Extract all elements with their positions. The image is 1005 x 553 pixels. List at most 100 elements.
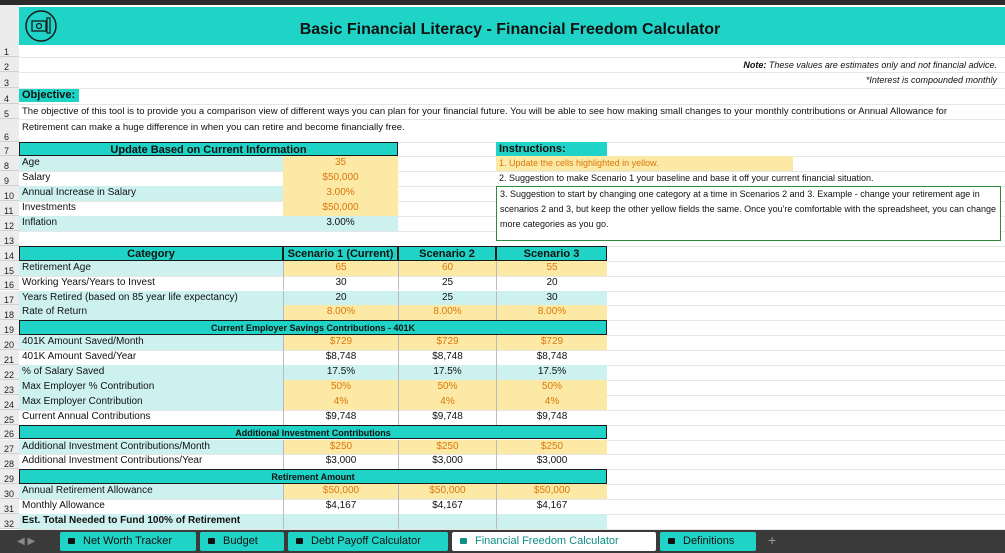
info-label: Age <box>19 156 283 172</box>
column-header: Scenario 3 <box>496 245 607 261</box>
sheet-tab[interactable]: Net Worth Tracker <box>60 532 196 551</box>
row-number: 25 <box>0 409 19 425</box>
row-number: 9 <box>0 171 19 187</box>
scenario-value: $50,000 <box>283 484 398 500</box>
row-line <box>19 104 1005 105</box>
row-number: 20 <box>0 335 19 351</box>
category-label: Rate of Return <box>19 305 283 321</box>
row-number: 23 <box>0 379 19 395</box>
lock-icon <box>668 538 675 544</box>
table-header: Update Based on Current Information <box>19 141 398 157</box>
row-number: 27 <box>0 439 19 455</box>
tab-nav[interactable]: ◀ ▶ <box>17 536 36 547</box>
scenario-value: $4,167 <box>283 499 398 514</box>
note-label: Note: <box>743 60 767 70</box>
scenario-value: 50% <box>496 379 607 395</box>
scenario-value <box>398 514 496 529</box>
row-number: 30 <box>0 484 19 500</box>
scenario-value: $50,000 <box>496 484 607 500</box>
category-label: 401K Amount Saved/Month <box>19 335 283 351</box>
scenario-value: 55 <box>496 260 607 276</box>
objective-label: Objective: <box>19 88 79 102</box>
scenario-value: 17.5% <box>283 365 398 380</box>
scenario-value: $250 <box>398 439 496 455</box>
row-number: 32 <box>0 514 19 529</box>
info-value: 3.00% <box>283 216 398 231</box>
row-line <box>19 499 1005 501</box>
column-header: Category <box>19 245 283 261</box>
scenario-value: $4,167 <box>496 499 607 514</box>
row-line <box>19 350 1005 352</box>
scenario-value: $4,167 <box>398 499 496 514</box>
row-number: 6 <box>0 119 19 142</box>
scenario-value: 8.00% <box>283 305 398 321</box>
row-number: 4 <box>0 88 19 104</box>
lock-icon <box>208 538 215 544</box>
add-tab[interactable]: + <box>768 533 777 547</box>
sheet-tab[interactable]: Budget <box>200 532 284 551</box>
row-line <box>19 72 1005 73</box>
scenario-value: $250 <box>283 439 398 455</box>
scenario-value: $9,748 <box>496 409 607 425</box>
scenario-value: $3,000 <box>496 454 607 470</box>
scenario-value: $8,748 <box>398 350 496 365</box>
scenario-value: $50,000 <box>398 484 496 500</box>
category-label: Current Annual Contributions <box>22 410 151 422</box>
row-number: 31 <box>0 499 19 514</box>
scenario-value: 25 <box>398 290 496 306</box>
row-number: 19 <box>0 320 19 336</box>
scenario-value: 50% <box>283 379 398 395</box>
row-number: 21 <box>0 350 19 365</box>
scenario-value: $9,748 <box>398 409 496 425</box>
info-value: $50,000 <box>283 171 398 187</box>
row-number: 28 <box>0 454 19 470</box>
row-number: 16 <box>0 275 19 291</box>
row-number: 2 <box>0 57 19 72</box>
row-number: 14 <box>0 245 19 261</box>
sheet-tab[interactable]: Financial Freedom Calculator <box>452 532 656 551</box>
scenario-value: $729 <box>398 335 496 351</box>
scenario-value: 30 <box>496 290 607 306</box>
tab-label: Definitions <box>683 535 735 547</box>
row-line <box>19 454 1005 456</box>
scenario-value: 20 <box>496 275 607 291</box>
row-number: 5 <box>0 104 19 119</box>
sheet-tab[interactable]: Debt Payoff Calculator <box>288 532 448 551</box>
instruction: 1. Update the cells highlighted in yello… <box>496 156 793 172</box>
info-value: 3.00% <box>283 186 398 202</box>
row-line <box>19 275 1005 277</box>
row-line <box>19 57 1005 58</box>
category-label: Additional Investment Contributions/Mont… <box>19 439 283 455</box>
scenario-value: 17.5% <box>398 365 496 380</box>
scenario-value: 60 <box>398 260 496 276</box>
sheet-tab[interactable]: Definitions <box>660 532 756 551</box>
scenario-value: 20 <box>283 290 398 306</box>
scenario-value: $729 <box>283 335 398 351</box>
section-header: Current Employer Savings Contributions -… <box>19 320 607 336</box>
column-header: Scenario 1 (Current) <box>283 245 398 261</box>
scenario-value: $250 <box>496 439 607 455</box>
row-number: 3 <box>0 72 19 88</box>
section-header: Retirement Amount <box>19 469 607 485</box>
scenario-value: 30 <box>283 275 398 291</box>
scenario-value: 50% <box>398 379 496 395</box>
tab-label: Net Worth Tracker <box>83 535 173 547</box>
scenario-value: $9,748 <box>283 409 398 425</box>
instructions-title: Instructions: <box>496 141 607 157</box>
row-number: 26 <box>0 424 19 440</box>
interest-note: *Interest is compounded monthly <box>865 75 997 85</box>
toolbar-edge <box>0 0 1005 5</box>
category-label: Max Employer % Contribution <box>19 379 283 395</box>
row-number: 22 <box>0 365 19 380</box>
category-label: 401K Amount Saved/Year <box>22 351 137 363</box>
instruction: 2. Suggestion to make Scenario 1 your ba… <box>499 173 874 184</box>
category-label: Max Employer Contribution <box>19 394 283 410</box>
lock-icon <box>460 538 467 544</box>
row-number: 7 <box>0 141 19 157</box>
category-label: Annual Retirement Allowance <box>19 484 283 500</box>
info-value: 35 <box>283 156 398 172</box>
category-label: Monthly Allowance <box>22 500 105 512</box>
scenario-value: 4% <box>283 394 398 410</box>
title-banner <box>19 7 1005 45</box>
scenario-value: 4% <box>398 394 496 410</box>
